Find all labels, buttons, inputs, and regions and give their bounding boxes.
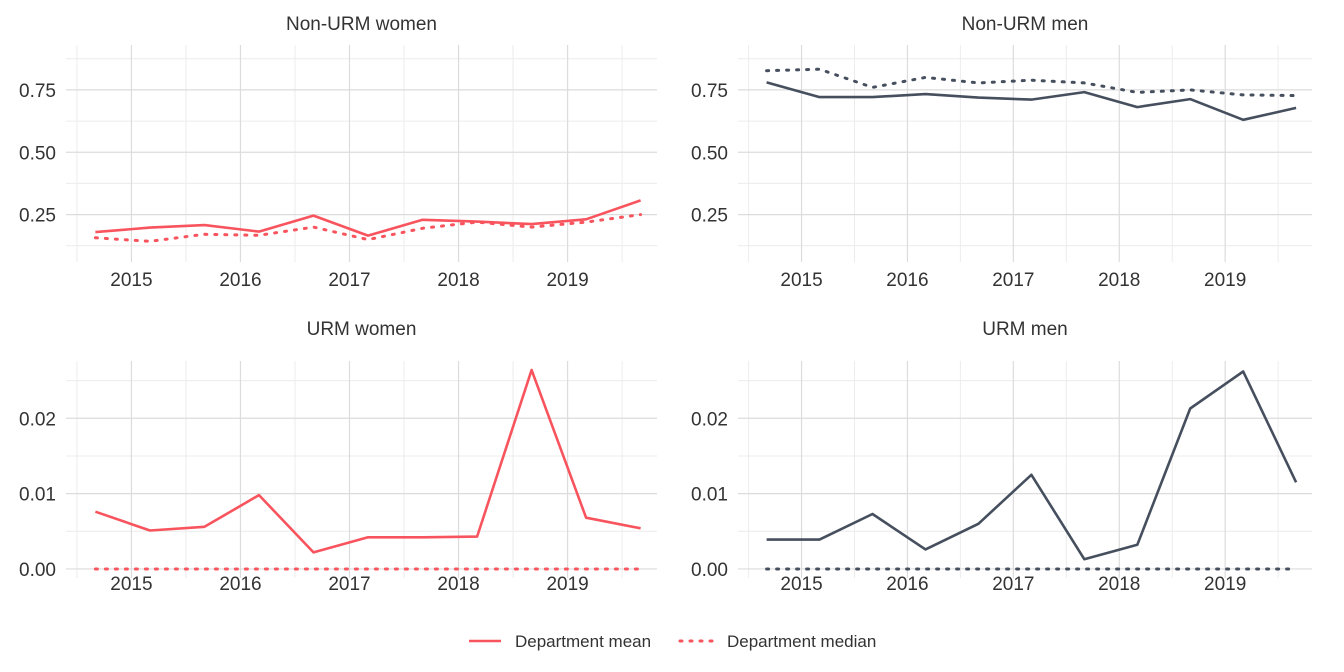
y-tick-label: 0.50: [19, 143, 56, 164]
panel-title: Non-URM men: [962, 14, 1089, 35]
series-line-median: [93, 213, 643, 243]
x-tick-label: 2019: [1204, 270, 1246, 291]
y-tick-label: 0.02: [19, 409, 56, 430]
x-tick-label: 2019: [546, 270, 588, 291]
legend-label: Department median: [727, 632, 876, 651]
x-tick-label: 2015: [110, 270, 152, 291]
x-tick-label: 2015: [110, 574, 152, 595]
panel-title: Non-URM women: [286, 14, 437, 35]
y-tick-label: 0.75: [19, 81, 56, 102]
panel-1: 2015 2016 2017 2018 2019 0.25 0.50 0.75 Non-URM …: [691, 14, 1312, 291]
x-tick-label: 2018: [1098, 270, 1140, 291]
y-tick-label: 0.02: [691, 409, 728, 430]
series-line-mean: [95, 199, 642, 237]
panel-0: 2015 2016 2017 2018 2019 0.25 0.50 0.75 Non-URM …: [19, 14, 657, 291]
x-tick-label: 2016: [219, 270, 261, 291]
x-tick-label: 2017: [328, 574, 370, 595]
x-tick-label: 2019: [546, 574, 588, 595]
legend: Department mean Department median: [469, 632, 876, 651]
series-line-mean: [766, 81, 1297, 122]
x-tick-label: 2017: [992, 574, 1034, 595]
x-tick-label: 2019: [1204, 574, 1246, 595]
y-tick-label: 0.25: [691, 206, 728, 227]
x-tick-label: 2015: [780, 270, 822, 291]
panel-2: 2015 2016 2017 2018 2019 0.00 0.01 0.02 URM wome…: [19, 319, 657, 595]
x-tick-label: 2015: [780, 574, 822, 595]
y-tick-label: 0.00: [691, 560, 728, 581]
x-tick-label: 2017: [992, 270, 1034, 291]
y-tick-label: 0.01: [691, 485, 728, 506]
x-tick-label: 2016: [219, 574, 261, 595]
series-line-mean: [94, 368, 641, 554]
y-tick-label: 0.75: [691, 81, 728, 102]
y-tick-label: 0.50: [691, 143, 728, 164]
x-tick-label: 2018: [437, 270, 479, 291]
x-tick-label: 2018: [1098, 574, 1140, 595]
y-tick-label: 0.01: [19, 485, 56, 506]
panel-title: URM men: [982, 319, 1068, 340]
legend-label: Department mean: [515, 632, 651, 651]
series-line-median: [765, 67, 1298, 98]
panel-title: URM women: [307, 319, 417, 340]
series-line-mean: [766, 370, 1298, 561]
y-tick-label: 0.25: [19, 206, 56, 227]
x-tick-label: 2016: [886, 270, 928, 291]
x-tick-label: 2016: [886, 574, 928, 595]
y-tick-label: 0.00: [19, 560, 56, 581]
x-tick-label: 2018: [437, 574, 479, 595]
panel-3: 2015 2016 2017 2018 2019 0.00 0.01 0.02 URM men: [691, 319, 1312, 595]
x-tick-label: 2017: [328, 270, 370, 291]
